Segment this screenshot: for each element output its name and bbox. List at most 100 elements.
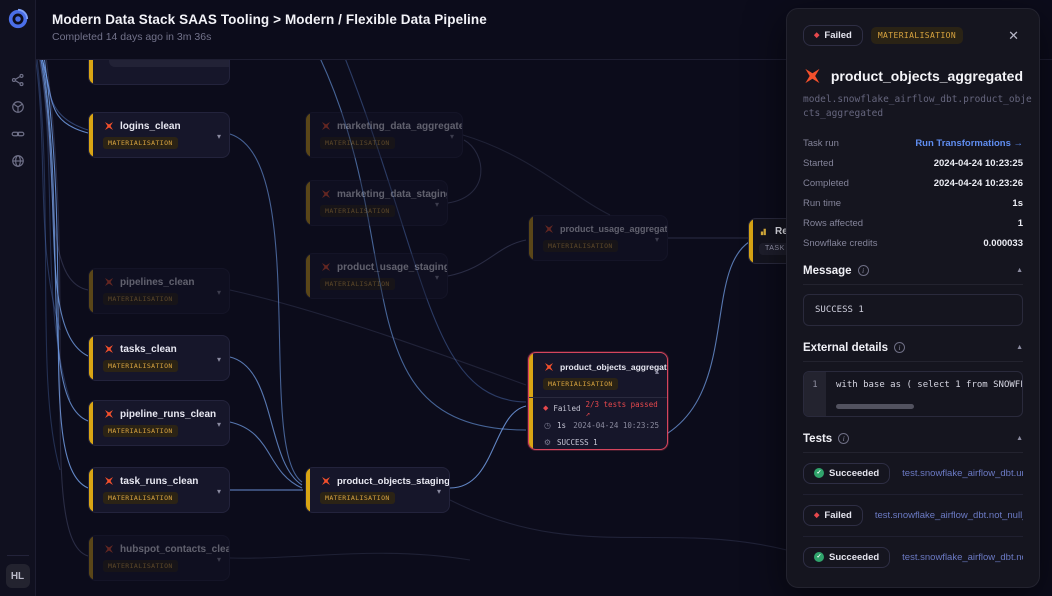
test-status-badge: ✓ Succeeded (803, 546, 891, 568)
test-link[interactable]: test.snowflake_airflow_dbt.not_null_pr (874, 509, 1023, 521)
task-type-badge: TASK (759, 243, 791, 255)
collapse-icon[interactable]: ▲ (1016, 344, 1023, 351)
succeeded-check-icon: ✓ (814, 552, 824, 562)
chevron-down-icon[interactable]: ▾ (434, 273, 439, 282)
chevron-down-icon[interactable]: ▾ (216, 288, 221, 297)
dbt-icon (545, 363, 553, 371)
node-logins-clean[interactable]: logins_clean MATERIALISATION ▾ (88, 112, 230, 158)
materialisation-badge: MATERIALISATION (320, 205, 395, 217)
node-product-objects-aggregated-selected[interactable]: product_objects_aggregated MATERIALISATI… (528, 352, 668, 450)
node-product-objects-staging[interactable]: product_objects_staging MATERIALISATION … (305, 467, 450, 513)
node-name: hubspot_contacts_clean (120, 543, 230, 555)
node-hubspot-contacts-clean[interactable]: hubspot_contacts_clean MATERIALISATION ▾ (88, 535, 230, 581)
info-icon[interactable]: i (857, 265, 869, 276)
node-status: Failed (553, 404, 581, 413)
clock-icon: ◷ (544, 420, 551, 430)
detail-row-task-run: Task run Run Transformations → (803, 137, 1023, 149)
node-runtime: 1s (557, 421, 567, 430)
message-section: Message i ▲ SUCCESS 1 (803, 265, 1023, 326)
node-tasks-clean[interactable]: tasks_clean MATERIALISATION ▾ (88, 335, 230, 381)
detail-row-snowflake-credits: Snowflake credits 0.000033 (803, 237, 1023, 249)
horizontal-scrollbar[interactable] (836, 403, 914, 409)
node-message: SUCCESS 1 (557, 438, 598, 447)
materialisation-badge: MATERIALISATION (320, 137, 395, 149)
sidebar: HL (0, 0, 36, 596)
tests-passed-link[interactable]: 2/3 tests passed ↗ (585, 399, 658, 418)
user-avatar[interactable]: HL (5, 564, 30, 588)
succeeded-check-icon: ✓ (814, 468, 824, 478)
dbt-icon (105, 545, 113, 553)
materialisation-badge: MATERIALISATION (543, 378, 618, 390)
chevron-up-icon[interactable]: ▴ (654, 367, 659, 376)
detail-row-rows-affected: Rows affected 1 (803, 217, 1023, 229)
chevron-down-icon[interactable]: ▾ (216, 420, 221, 429)
node-name: product_usage_aggregated (560, 224, 668, 234)
cube-icon[interactable] (10, 99, 25, 114)
dbt-icon (322, 122, 330, 130)
chevron-down-icon[interactable]: ▾ (216, 132, 221, 141)
external-details-section: External details i ▲ 1 with base as ( se… (803, 342, 1023, 417)
status-badge: ◆ Failed (803, 25, 863, 46)
test-row: ✓ Succeeded test.snowflake_airflow_dbt.u… (803, 453, 1023, 495)
materialisation-badge: MATERIALISATION (103, 137, 178, 149)
node-pipelines-clean[interactable]: pipelines_clean MATERIALISATION ▾ (88, 268, 230, 314)
test-link[interactable]: test.snowflake_airflow_dbt.not_null_pr (902, 551, 1023, 563)
node-name: marketing_data_staging (337, 188, 448, 200)
model-path: model.snowflake_airflow_dbt.product_obje… (803, 94, 1032, 120)
link-icon[interactable] (10, 126, 25, 141)
materialisation-badge: MATERIALISATION (103, 360, 178, 372)
test-status-badge: ✓ Succeeded (803, 462, 891, 484)
sql-code-block[interactable]: 1 with base as ( select 1 from SNOWFLAKE (803, 370, 1023, 417)
detail-row-run-time: Run time 1s (803, 197, 1023, 209)
materialisation-badge: MATERIALISATION (320, 278, 395, 290)
materialisation-badge: MATERIALISATION (103, 492, 178, 504)
node-name: pipeline_runs_clean (120, 408, 217, 420)
node-product-usage-staging[interactable]: product_usage_staging MATERIALISATION ▾ (305, 253, 448, 299)
dbt-icon (805, 68, 820, 84)
powerbi-icon (760, 228, 766, 236)
node-pipeline-runs-clean[interactable]: pipeline_runs_clean MATERIALISATION ▾ (88, 400, 230, 446)
line-number: 1 (804, 371, 826, 416)
info-icon[interactable]: i (838, 433, 850, 444)
globe-icon[interactable] (10, 153, 25, 168)
collapse-icon[interactable]: ▲ (1016, 267, 1023, 274)
panel-title: product_objects_aggregated (830, 68, 1023, 84)
chevron-down-icon[interactable]: ▾ (654, 235, 659, 244)
chevron-down-icon[interactable]: ▾ (216, 555, 221, 564)
collapse-icon[interactable]: ▲ (1016, 435, 1023, 442)
app-logo[interactable] (7, 8, 29, 30)
sql-code: with base as ( select 1 from SNOWFLAKE (836, 379, 1022, 390)
lineage-icon[interactable] (10, 72, 25, 87)
detail-row-completed: Completed 2024-04-24 10:23:26 (803, 177, 1023, 189)
dbt-icon (105, 345, 113, 353)
node-name: product_objects_aggregated (560, 362, 668, 372)
node-product-usage-aggregated[interactable]: product_usage_aggregated MATERIALISATION… (528, 215, 668, 261)
failed-diamond-icon: ◆ (543, 405, 549, 412)
chevron-down-icon[interactable]: ▾ (216, 487, 221, 496)
dbt-icon (105, 122, 113, 130)
materialisation-badge: MATERIALISATION (320, 492, 395, 504)
info-icon[interactable]: i (894, 342, 906, 353)
node-name: product_objects_staging (337, 475, 450, 487)
failed-diamond-icon: ◆ (814, 32, 820, 39)
dbt-icon (105, 278, 113, 286)
node-marketing-data-aggregated[interactable]: marketing_data_aggregated MATERIALISATIO… (305, 112, 463, 158)
close-icon[interactable]: ✕ (1008, 27, 1019, 43)
tests-title: Tests (803, 432, 833, 445)
test-link[interactable]: test.snowflake_airflow_dbt.unique_pro (902, 467, 1023, 479)
gear-icon: ⚙ (543, 437, 552, 447)
divider (6, 555, 29, 556)
dbt-icon (105, 477, 113, 485)
details-panel: ◆ Failed MATERIALISATION ✕ product_objec… (786, 8, 1040, 588)
node-name: product_usage_staging (337, 261, 448, 273)
node-task-runs-clean[interactable]: task_runs_clean MATERIALISATION ▾ (88, 467, 230, 513)
chevron-down-icon[interactable]: ▾ (449, 132, 454, 141)
node-marketing-data-staging[interactable]: marketing_data_staging MATERIALISATION ▾ (305, 180, 448, 226)
chevron-down-icon[interactable]: ▾ (216, 355, 221, 364)
run-transformations-link[interactable]: Run Transformations → (915, 137, 1023, 149)
chevron-down-icon[interactable]: ▾ (434, 200, 439, 209)
chevron-down-icon[interactable]: ▾ (436, 487, 441, 496)
message-content: SUCCESS 1 (803, 293, 1023, 326)
detail-row-started: Started 2024-04-24 10:23:25 (803, 157, 1023, 169)
